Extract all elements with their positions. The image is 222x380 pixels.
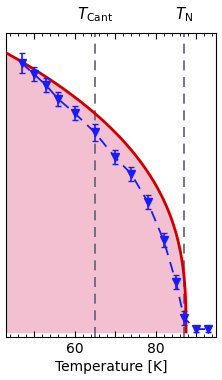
X-axis label: Temperature [K]: Temperature [K] xyxy=(55,361,167,374)
Text: $T_{\mathregular{Cant}}$: $T_{\mathregular{Cant}}$ xyxy=(77,6,113,24)
Text: $T_{\mathregular{N}}$: $T_{\mathregular{N}}$ xyxy=(175,6,193,24)
